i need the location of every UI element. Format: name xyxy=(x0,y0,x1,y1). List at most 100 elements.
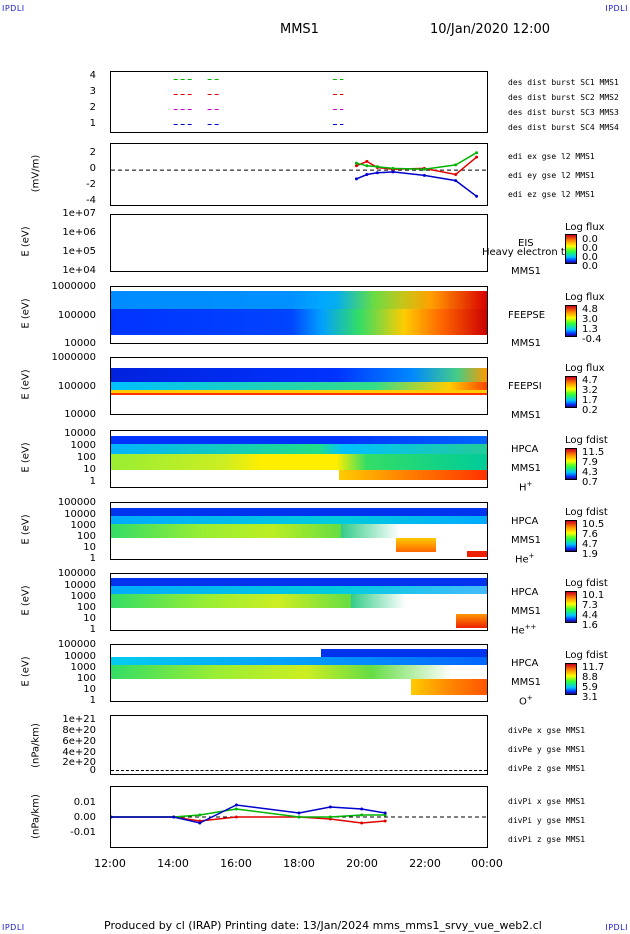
datetime-title: 10/Jan/2020 12:00 xyxy=(430,22,551,37)
y-axis-label: E (eV) xyxy=(20,656,32,687)
y-tick: 1000000 xyxy=(51,281,96,292)
efield-panel xyxy=(110,143,488,206)
species-label: He+ xyxy=(515,552,535,566)
species-label: He++ xyxy=(511,623,537,637)
legend-entry: edi ex gse l2 MMS1 xyxy=(508,152,595,161)
colorbar-title: Log fdist xyxy=(565,507,608,518)
colorbar-tick: 1.7 xyxy=(582,395,598,406)
species-label: H+ xyxy=(519,480,533,494)
divpi-data-point xyxy=(297,815,301,819)
divpi-data-point xyxy=(360,807,364,811)
efield-data-point xyxy=(365,159,369,163)
y-tick: 100000 xyxy=(57,568,96,579)
divpi-data-point xyxy=(328,805,332,809)
legend-entry: divPi z gse MMS1 xyxy=(508,835,586,844)
colorbar-tick: 4.7 xyxy=(582,539,598,550)
colorbar-tick: 3.1 xyxy=(582,692,598,703)
y-tick: 0.01 xyxy=(73,797,96,808)
efield-data-point xyxy=(365,164,369,168)
colorbar-tick: 4.8 xyxy=(582,304,598,315)
y-tick: 100 xyxy=(76,673,96,684)
y-axis-label: E (eV) xyxy=(20,442,32,473)
legend-entry: divPi x gse MMS1 xyxy=(508,797,586,806)
y-tick: 10 xyxy=(83,542,96,553)
y-tick: 0.00 xyxy=(73,812,96,823)
legend-entry: divPe z gse MMS1 xyxy=(508,764,586,773)
y-tick: 1000 xyxy=(70,440,96,451)
colorbar-title: Log flux xyxy=(565,363,605,374)
efield-series-line xyxy=(356,152,477,171)
hpca-h-panel xyxy=(110,430,488,488)
spacecraft-label: MMS1 xyxy=(511,606,541,617)
instrument-label: HPCA xyxy=(511,516,539,527)
legend-entry: divPi y gse MMS1 xyxy=(508,816,586,825)
y-tick: 10000 xyxy=(64,338,96,349)
y-axis-label: (mV/m) xyxy=(30,154,42,193)
y-tick: 1e+05 xyxy=(62,246,96,257)
colorbar-tick: 10.5 xyxy=(582,519,605,530)
legend-entry: des dist burst SC4 MMS4 xyxy=(508,123,619,132)
instrument-label: EIS xyxy=(518,238,534,249)
efield-data-point xyxy=(354,177,358,181)
colorbar-tick: 1.3 xyxy=(582,324,598,335)
colorbar-tick: 7.3 xyxy=(582,600,598,611)
efield-data-point xyxy=(454,173,458,176)
colorbar-title: Log fdist xyxy=(565,578,608,589)
y-axis-label: E (eV) xyxy=(20,226,32,257)
divpi-data-point xyxy=(198,813,202,817)
colorbar-title: Log fdist xyxy=(565,435,608,446)
y-tick: 1000 xyxy=(70,520,96,531)
y-tick: 1e+06 xyxy=(62,227,96,238)
y-tick: 10 xyxy=(83,464,96,475)
divpi-data-point xyxy=(234,815,238,819)
efield-data-point xyxy=(475,194,479,198)
y-tick: 4 xyxy=(89,70,96,81)
y-axis-label: E (eV) xyxy=(20,298,32,329)
burst-panel xyxy=(110,71,488,133)
efield-data-point xyxy=(475,151,479,155)
hpca-hepp-spectrogram xyxy=(111,594,351,608)
species-label: O+ xyxy=(519,694,533,708)
efield-data-point xyxy=(391,166,395,170)
divpi-plot xyxy=(111,803,487,825)
colorbar-title: Log flux xyxy=(565,222,605,233)
x-tick: 20:00 xyxy=(346,857,378,870)
y-tick: 1000 xyxy=(70,662,96,673)
divpi-data-point xyxy=(234,807,238,811)
y-tick: 10 xyxy=(83,613,96,624)
burst-plot xyxy=(173,79,344,125)
y-axis-label: E (eV) xyxy=(20,369,32,400)
hpca-he-spectrogram xyxy=(111,524,341,538)
hpca-o-panel xyxy=(110,644,488,702)
divpi-data-point xyxy=(383,819,387,823)
spacecraft-title: MMS1 xyxy=(280,22,319,37)
y-tick: 100000 xyxy=(57,639,96,650)
instrument-label: FEEPSI xyxy=(508,381,542,392)
divpi-data-point xyxy=(198,821,202,825)
efield-series-line xyxy=(356,171,478,197)
overlay-text: Heavy electron to xyxy=(482,247,571,258)
zero-line xyxy=(111,770,487,771)
colorbar-tick: 4.3 xyxy=(582,467,598,478)
colorbar-tick: 1.6 xyxy=(582,620,598,631)
divpi-data-point xyxy=(383,811,387,815)
divpe-panel xyxy=(110,715,488,775)
spacecraft-label: MMS1 xyxy=(511,410,541,421)
divpi-series-line xyxy=(111,804,386,824)
colorbar xyxy=(565,376,577,408)
efield-data-point xyxy=(375,165,379,169)
efield-data-point xyxy=(354,164,358,168)
instrument-label: HPCA xyxy=(511,444,539,455)
feepsi-spectrogram xyxy=(111,368,487,382)
corner-label-tr: IPDLI xyxy=(605,4,628,13)
y-tick: 1 xyxy=(89,553,96,564)
colorbar xyxy=(565,305,577,337)
legend-entry: des dist burst SC1 MMS1 xyxy=(508,78,619,87)
y-axis-label: E (eV) xyxy=(20,585,32,616)
corner-label-bl: IPDLI xyxy=(2,923,25,932)
efield-data-point xyxy=(454,163,458,167)
colorbar-tick: -0.4 xyxy=(582,334,602,345)
hpca-h-spectrogram xyxy=(111,454,487,470)
y-tick: 0 xyxy=(89,765,96,776)
y-tick: 1 xyxy=(89,624,96,635)
